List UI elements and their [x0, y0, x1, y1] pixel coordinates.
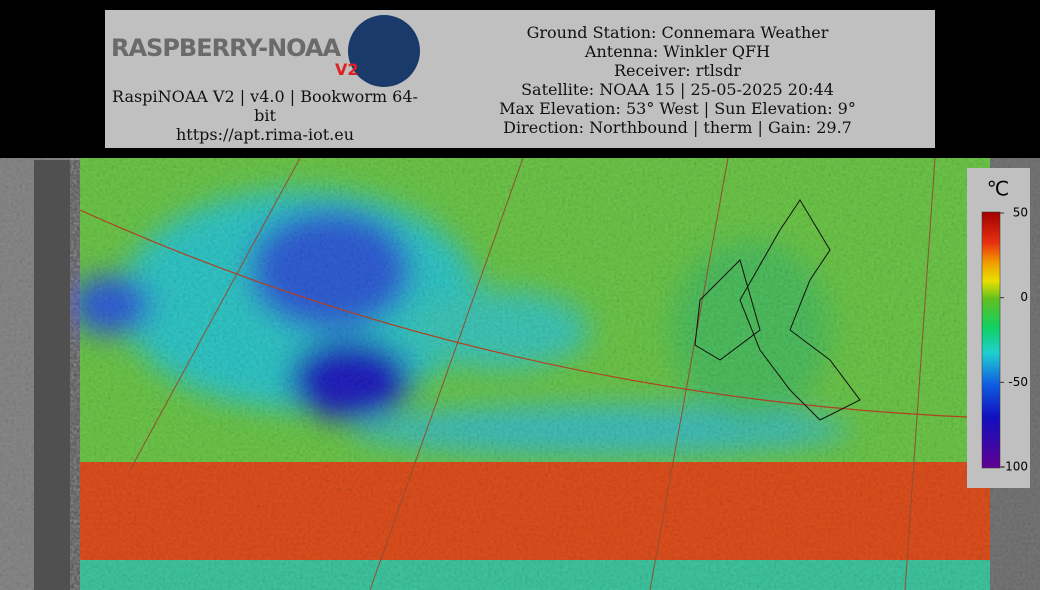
station-info: RaspiNOAA V2 | v4.0 | Bookworm 64-bit ht… — [110, 87, 420, 144]
coastline — [694, 199, 861, 421]
colorbar-tick-label: 50 — [1013, 206, 1028, 220]
logo-badge: V2 — [335, 60, 359, 79]
url: https://apt.rima-iot.eu — [175, 125, 354, 144]
colorbar-unit: ℃ — [987, 177, 1009, 201]
header: RASPBERRY-NOAA V2 RaspiNOAA V2 | v4.0 | … — [105, 10, 935, 148]
software-version: RaspiNOAA V2 | v4.0 | Bookworm 64-bit — [112, 87, 418, 125]
detail-line: Satellite: NOAA 15 | 25-05-2025 20:44 — [521, 80, 834, 99]
pass-details: Ground Station: Connemara Weather Antenna… — [475, 23, 880, 137]
detail-line: Ground Station: Connemara Weather — [526, 23, 829, 42]
image-body — [70, 158, 990, 590]
ground-track — [79, 209, 991, 419]
colorbar-tick-label: -100 — [1001, 460, 1028, 474]
colorbar-tick-label: 0 — [1020, 290, 1028, 304]
graticule — [129, 157, 936, 590]
detail-line: Receiver: rtlsdr — [614, 61, 741, 80]
detail-line: Antenna: Winkler QFH — [584, 42, 771, 61]
logo-emblem — [348, 15, 420, 87]
wedge-strip — [34, 160, 80, 590]
detail-line: Max Elevation: 53° West | Sun Elevation:… — [499, 99, 856, 118]
colorbar-tick-label: -50 — [1008, 375, 1028, 389]
logo-text: RASPBERRY-NOAA — [111, 34, 341, 62]
detail-line: Direction: Northbound | therm | Gain: 29… — [503, 118, 852, 137]
colorbar — [981, 211, 1001, 469]
